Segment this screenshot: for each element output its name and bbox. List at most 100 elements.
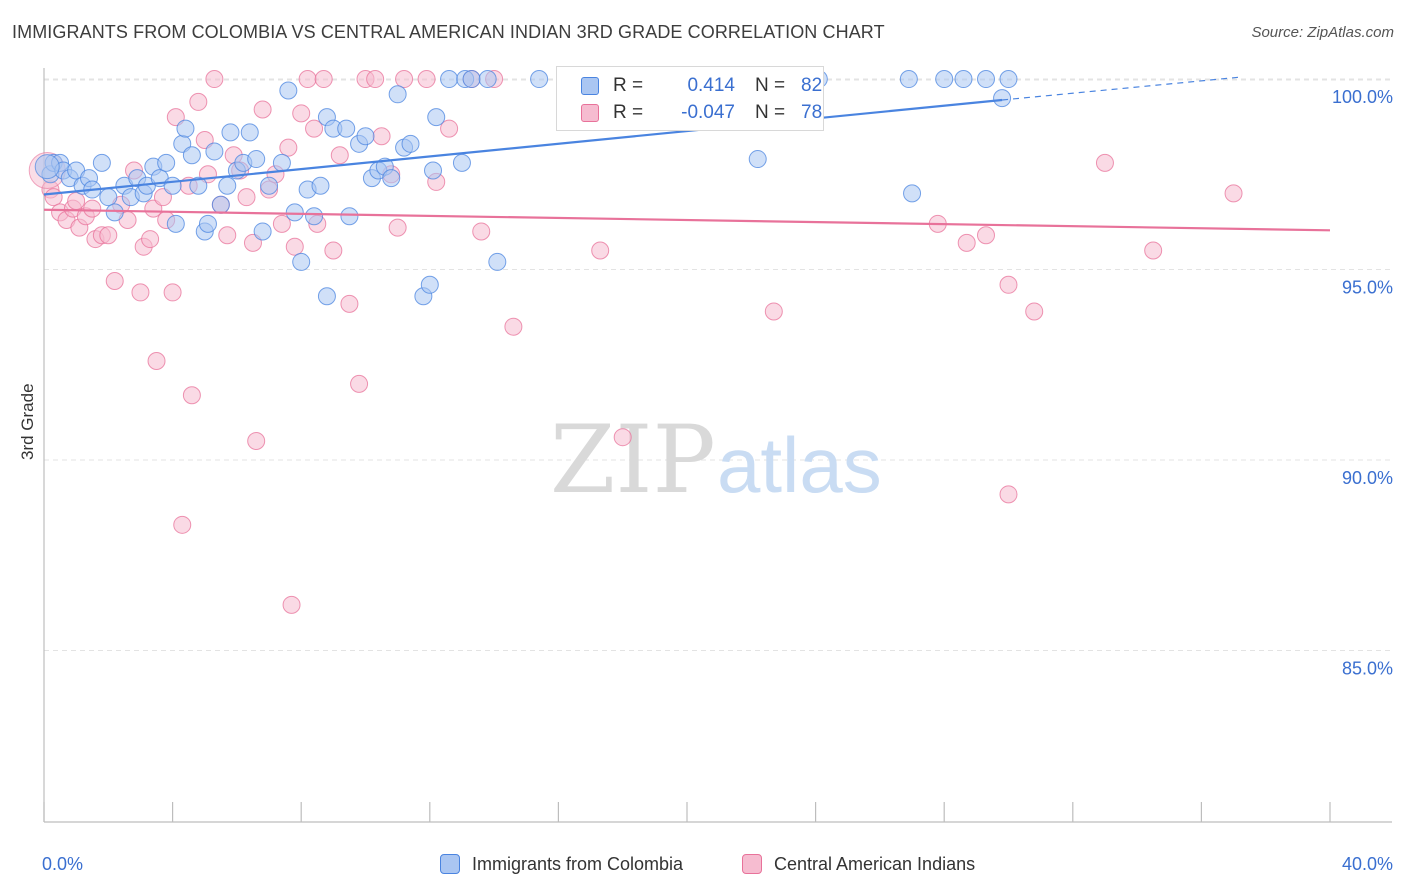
data-point — [44, 188, 63, 207]
data-point — [253, 100, 272, 119]
data-point — [282, 595, 301, 614]
legend-r-label: R = — [613, 75, 644, 96]
data-point — [247, 150, 266, 169]
data-point — [976, 70, 995, 89]
data-point — [176, 119, 195, 138]
y-tick-label: 100.0% — [1332, 87, 1393, 107]
legend-swatch-pink — [581, 104, 599, 122]
data-point — [163, 283, 182, 302]
legend-r-value-pink: -0.047 — [681, 102, 735, 123]
data-point — [388, 218, 407, 237]
trend-line-pink — [43, 208, 1331, 232]
data-point — [198, 214, 217, 233]
data-point — [440, 119, 459, 138]
data-point — [427, 108, 446, 127]
data-point — [1095, 153, 1114, 172]
data-point — [530, 70, 549, 89]
legend-n-value-blue: 82 — [801, 75, 823, 96]
legend-row-blue: R = 0.414 N = 82 — [581, 74, 822, 98]
data-point — [92, 153, 111, 172]
data-point — [305, 207, 324, 226]
data-point — [99, 226, 118, 245]
data-point — [1144, 241, 1163, 260]
data-point — [314, 70, 333, 89]
data-point — [478, 70, 497, 89]
data-point — [305, 119, 324, 138]
data-point — [157, 153, 176, 172]
data-point — [957, 233, 976, 252]
data-point — [472, 222, 491, 241]
data-point — [131, 283, 150, 302]
data-point — [382, 169, 401, 188]
chart-title: IMMIGRANTS FROM COLOMBIA VS CENTRAL AMER… — [12, 22, 885, 42]
data-point — [372, 127, 391, 146]
data-point — [999, 70, 1018, 89]
data-point — [218, 226, 237, 245]
data-point — [395, 70, 414, 89]
data-point — [356, 127, 375, 146]
data-point — [388, 85, 407, 104]
data-point — [999, 485, 1018, 504]
data-point — [105, 271, 124, 290]
legend-n-label: N = — [755, 102, 786, 123]
data-point — [292, 252, 311, 271]
data-point — [211, 195, 230, 214]
data-point — [247, 432, 266, 450]
x-tick-label-max: 40.0% — [1342, 854, 1393, 874]
data-point — [272, 153, 291, 172]
y-axis-label: 3rd Grade — [18, 383, 37, 460]
data-point — [205, 142, 224, 161]
data-point — [935, 70, 954, 89]
x-tick-label-min: 0.0% — [42, 854, 83, 874]
data-point — [999, 275, 1018, 294]
data-point — [285, 203, 304, 222]
legend-box: R = 0.414 N = 82 R = -0.047 N = 78 — [556, 66, 824, 131]
data-point — [420, 275, 439, 294]
data-point — [340, 207, 359, 226]
data-point — [976, 226, 995, 245]
legend-row-pink: R = -0.047 N = 78 — [581, 101, 822, 125]
legend-r-value-blue: 0.414 — [687, 75, 735, 96]
bottom-legend-blue: Immigrants from Colombia — [440, 852, 683, 876]
data-point — [1025, 302, 1044, 321]
trend-line-blue-extension — [1002, 76, 1241, 101]
data-point — [424, 161, 443, 180]
data-point — [205, 70, 224, 89]
legend-n-label: N = — [755, 75, 786, 96]
data-point — [147, 351, 166, 370]
data-point — [285, 237, 304, 256]
data-point — [67, 191, 86, 210]
data-point — [324, 241, 343, 260]
data-point — [337, 119, 356, 138]
y-tick-label: 95.0% — [1342, 278, 1393, 298]
data-point — [182, 386, 201, 405]
y-tick-label: 85.0% — [1342, 659, 1393, 679]
watermark-zip: ZIP — [550, 406, 716, 515]
data-point — [279, 81, 298, 100]
data-point — [748, 150, 767, 169]
data-point — [189, 92, 208, 111]
data-point — [279, 138, 298, 157]
bottom-legend-label-pink: Central American Indians — [774, 853, 976, 874]
data-point — [221, 123, 240, 142]
legend-swatch-blue — [581, 77, 599, 95]
data-point — [163, 176, 182, 195]
data-point — [317, 287, 336, 306]
data-point — [260, 176, 279, 195]
data-point — [173, 515, 192, 534]
data-point — [218, 176, 237, 195]
data-point — [1224, 184, 1243, 203]
bottom-legend-pink: Central American Indians — [742, 852, 975, 876]
data-point — [591, 241, 610, 260]
tick-labels: 100.0% 95.0% 90.0% 85.0% 0.0% 40.0% — [42, 87, 1393, 874]
data-point-cluster — [34, 154, 60, 180]
data-point — [292, 104, 311, 123]
data-point — [272, 214, 291, 233]
data-point — [141, 230, 160, 249]
data-point — [99, 188, 118, 207]
data-point — [166, 214, 185, 233]
data-point — [182, 146, 201, 165]
watermark-atlas: atlas — [717, 421, 882, 509]
watermark: ZIP atlas — [550, 406, 882, 515]
